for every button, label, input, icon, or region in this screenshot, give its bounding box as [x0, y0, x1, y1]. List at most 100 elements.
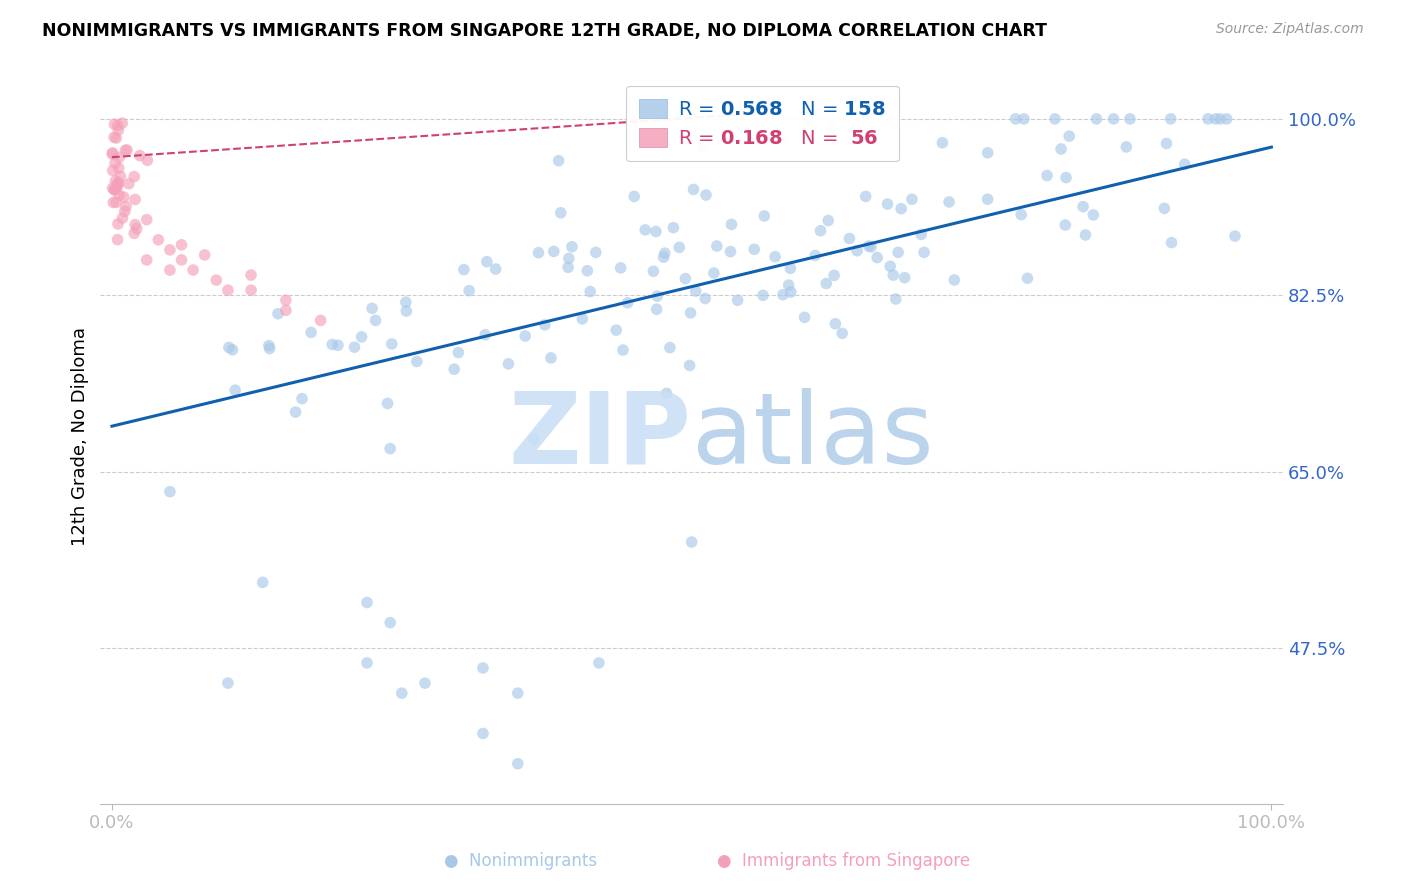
Point [378, 442, 401, 456]
Text: ●  Immigrants from Singapore: ● Immigrants from Singapore [717, 852, 970, 870]
Point [135, 212, 157, 227]
Point [576, 264, 599, 278]
Point [769, 131, 792, 145]
Point [1215, 112, 1237, 126]
Point [356, 595, 378, 609]
Point [498, 357, 520, 371]
Point [692, 140, 714, 154]
Point [252, 575, 274, 590]
Point [623, 189, 645, 203]
Point [124, 193, 146, 207]
Point [557, 260, 579, 275]
Point [634, 223, 657, 237]
Point [534, 318, 557, 332]
Point [855, 189, 877, 203]
Point [105, 178, 128, 192]
Point [588, 656, 610, 670]
Point [1115, 140, 1137, 154]
Point [170, 237, 193, 252]
Point [118, 177, 141, 191]
Point [815, 277, 838, 291]
Point [299, 326, 322, 340]
Point [472, 661, 495, 675]
Point [893, 270, 915, 285]
Point [377, 396, 399, 410]
Point [797, 112, 820, 126]
Point [652, 250, 675, 264]
Point [458, 284, 481, 298]
Point [124, 218, 146, 232]
Point [103, 117, 125, 131]
Point [887, 245, 910, 260]
Point [793, 310, 815, 325]
Point [571, 312, 593, 326]
Point [742, 242, 765, 256]
Point [658, 341, 681, 355]
Point [579, 285, 602, 299]
Point [910, 227, 932, 242]
Point [1160, 235, 1182, 250]
Text: atlas: atlas [692, 388, 934, 484]
Point [540, 351, 562, 365]
Point [823, 120, 845, 135]
Point [101, 145, 124, 160]
Point [901, 192, 924, 206]
Point [159, 243, 181, 257]
Point [778, 278, 800, 293]
Point [205, 273, 228, 287]
Point [274, 293, 297, 308]
Point [240, 268, 263, 282]
Point [343, 340, 366, 354]
Point [550, 206, 572, 220]
Point [752, 288, 775, 302]
Point [1083, 208, 1105, 222]
Point [1174, 157, 1197, 171]
Point [772, 287, 794, 301]
Point [103, 183, 125, 197]
Point [1156, 136, 1178, 151]
Point [654, 246, 676, 260]
Point [159, 263, 181, 277]
Point [876, 197, 898, 211]
Point [817, 213, 839, 227]
Point [472, 726, 495, 740]
Point [453, 262, 475, 277]
Point [720, 218, 742, 232]
Y-axis label: 12th Grade, No Diploma: 12th Grade, No Diploma [72, 326, 89, 546]
Point [107, 123, 129, 137]
Point [259, 342, 281, 356]
Point [609, 260, 631, 275]
Point [475, 254, 498, 268]
Point [104, 156, 127, 170]
Point [101, 163, 124, 178]
Point [104, 174, 127, 188]
Point [860, 240, 883, 254]
Point [105, 131, 128, 145]
Point [543, 244, 565, 259]
Point [405, 354, 427, 368]
Point [1074, 227, 1097, 242]
Point [380, 615, 402, 630]
Point [645, 289, 668, 303]
Point [111, 116, 134, 130]
Point [159, 484, 181, 499]
Point [115, 143, 138, 157]
Point [685, 284, 707, 298]
Point [221, 343, 243, 357]
Point [931, 136, 953, 150]
Point [558, 252, 581, 266]
Point [585, 245, 607, 260]
Point [274, 303, 297, 318]
Point [122, 169, 145, 184]
Point [101, 181, 124, 195]
Point [122, 227, 145, 241]
Point [224, 383, 246, 397]
Point [706, 239, 728, 253]
Point [115, 199, 138, 213]
Point [217, 676, 239, 690]
Point [1010, 208, 1032, 222]
Point [1012, 112, 1035, 126]
Text: ZIP: ZIP [509, 388, 692, 484]
Point [824, 317, 846, 331]
Point [612, 343, 634, 357]
